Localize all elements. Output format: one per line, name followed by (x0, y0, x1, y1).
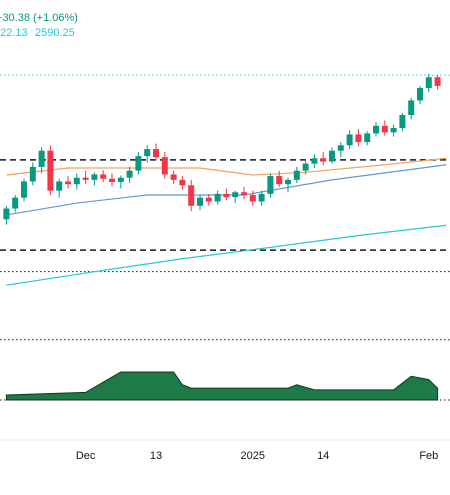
candle-body (82, 177, 89, 180)
candle-body (135, 156, 142, 171)
x-tick-label: Feb (419, 450, 438, 462)
candle-body (47, 150, 54, 191)
x-tick-label: 2025 (241, 450, 265, 462)
candle-body (364, 133, 371, 143)
candle-body (126, 170, 133, 178)
candle-body (320, 158, 327, 162)
candle-body (337, 145, 344, 151)
candle-body (293, 170, 300, 180)
indicator-area (5, 371, 439, 401)
candle-body (249, 194, 256, 202)
candle-body (329, 150, 335, 162)
candle-body (302, 163, 309, 171)
candle-body (38, 150, 45, 167)
candle-body (205, 197, 212, 202)
ma-label: 2590.25 (35, 27, 75, 39)
candle-body (214, 193, 221, 202)
candle-body (355, 134, 362, 143)
candle-body (267, 176, 274, 194)
candle-body (381, 125, 388, 133)
candle-body (399, 115, 406, 129)
candle-body (3, 208, 10, 220)
candle-body (197, 197, 203, 206)
candle-body (73, 177, 80, 185)
candle-body (434, 77, 441, 86)
candle-body (188, 185, 195, 206)
candle-body (258, 193, 265, 202)
x-tick-label: 13 (150, 450, 162, 462)
moving-average (6, 164, 447, 216)
candle-body (109, 178, 115, 183)
candle-body (285, 179, 291, 185)
x-tick-label: 14 (317, 450, 329, 462)
candle-body (179, 179, 186, 186)
candle-body (373, 125, 379, 134)
candle-body (390, 128, 397, 133)
candle-body (117, 177, 124, 183)
candle-body (100, 174, 107, 179)
candle-body (56, 181, 63, 191)
candle-body (91, 174, 98, 180)
candle-body (21, 181, 27, 198)
candle-body (408, 100, 415, 116)
candle-body (417, 88, 423, 101)
candle-body (29, 166, 36, 182)
candle-body (223, 193, 230, 198)
candle-body (241, 192, 247, 195)
ma-label: 722.13 (0, 27, 28, 39)
candle-body (153, 149, 159, 158)
change-text: +30.38 (+1.06%) (0, 12, 78, 24)
candle-body (144, 149, 151, 157)
candle-body (65, 181, 71, 185)
moving-average (6, 224, 447, 286)
candle-body (161, 157, 168, 175)
candle-body (12, 197, 19, 209)
candle-body (232, 192, 239, 198)
moving-average (6, 157, 447, 176)
candle-body (276, 176, 283, 185)
candle-body (346, 134, 353, 146)
candle-body (311, 158, 318, 164)
candle-body (170, 174, 177, 180)
x-tick-label: Dec (76, 450, 96, 462)
candle-body (425, 77, 432, 89)
